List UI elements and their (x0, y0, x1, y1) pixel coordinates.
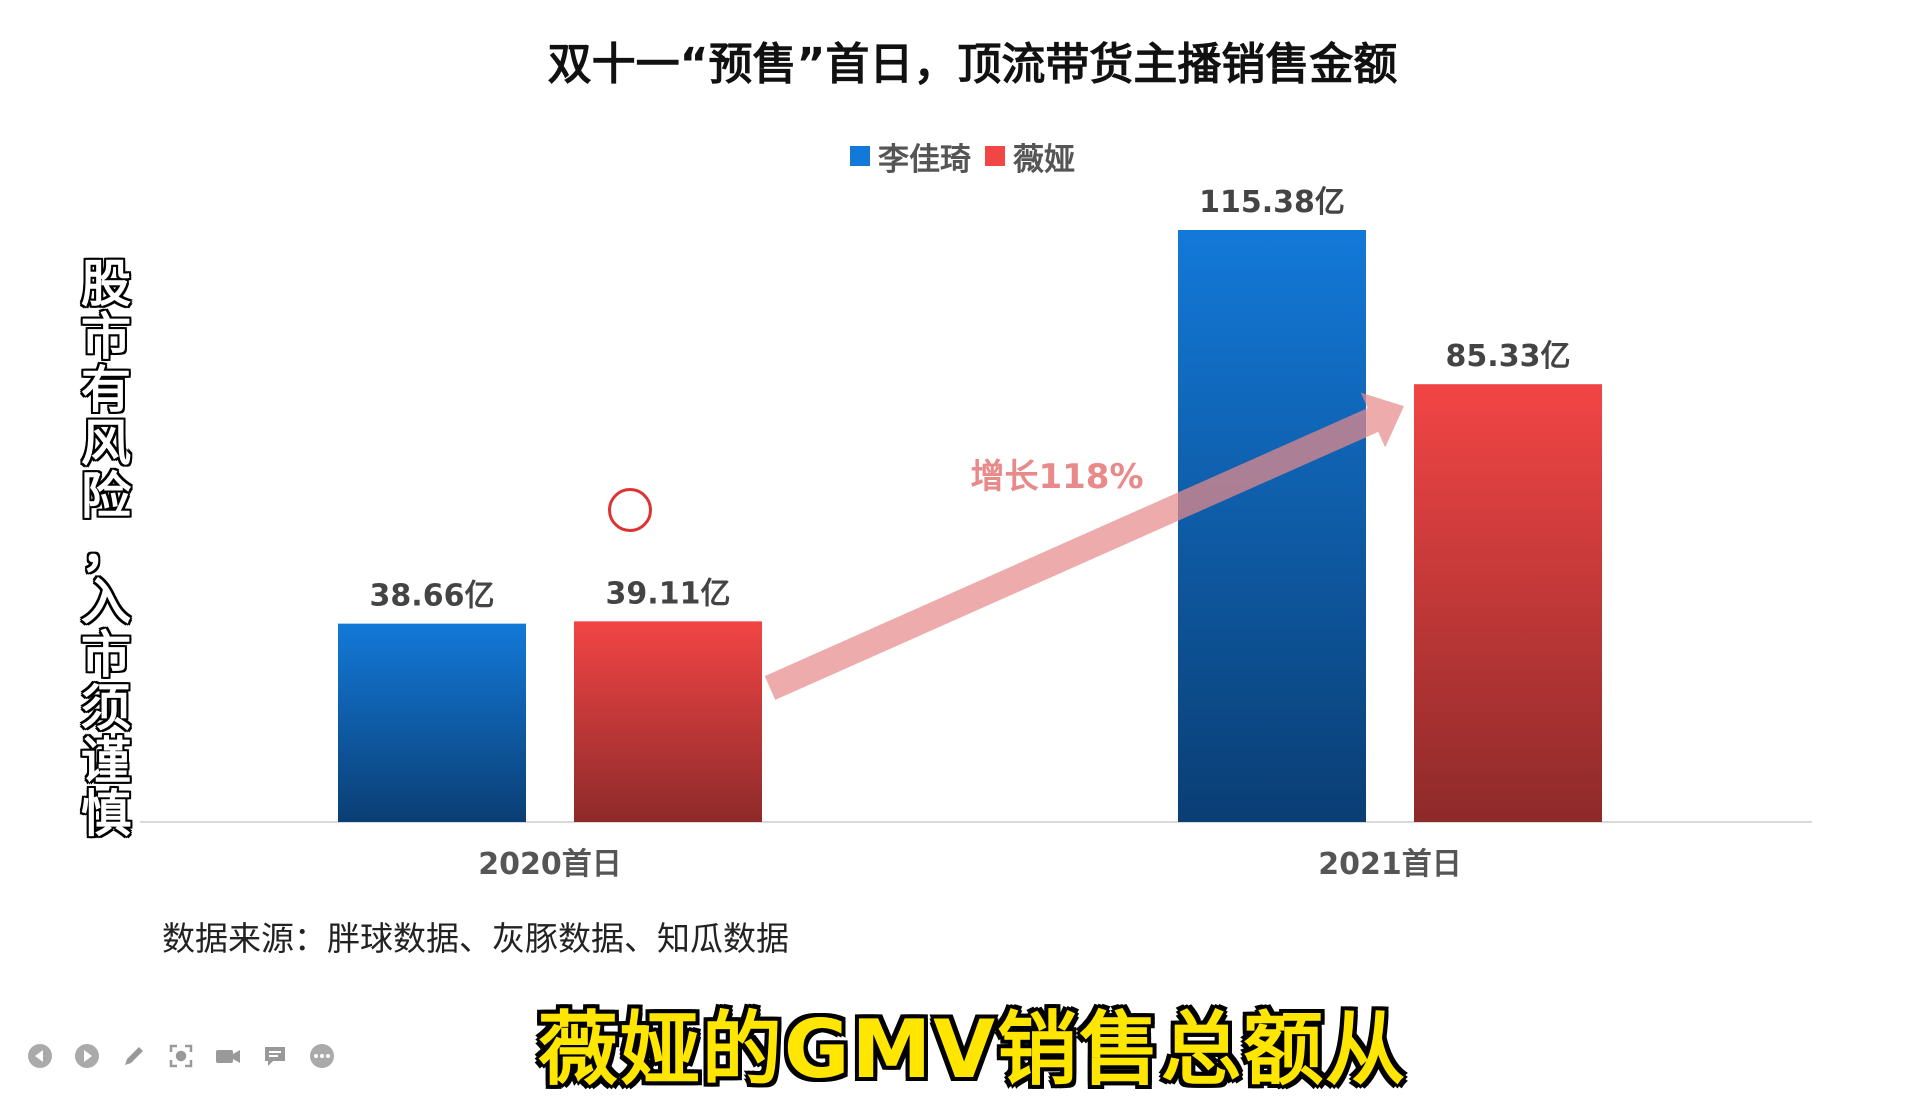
legend: 李佳琦 薇娅 (850, 134, 1075, 179)
bar-blue-0 (338, 623, 526, 822)
legend-item-series-1: 李佳琦 (850, 134, 971, 179)
pen-icon[interactable] (120, 1042, 147, 1069)
data-label: 115.38亿 (1199, 185, 1345, 220)
risk-warning-char: 有 (81, 361, 131, 419)
cursor-highlight (608, 488, 652, 532)
focus-icon[interactable] (167, 1042, 194, 1069)
risk-warning-char: 慎 (81, 785, 131, 843)
risk-warning-char: 谨 (81, 732, 131, 790)
data-source-note: 数据来源：胖球数据、灰豚数据、知瓜数据 (162, 919, 789, 958)
bar-blue-1 (1178, 230, 1366, 822)
risk-warning-vertical-text: 股市有风险，入市须谨慎 (78, 258, 134, 841)
next-icon[interactable] (73, 1042, 100, 1069)
comment-icon[interactable] (261, 1042, 288, 1069)
legend-item-series-2: 薇娅 (985, 134, 1075, 179)
more-icon[interactable] (308, 1042, 335, 1069)
risk-warning-char: ， (81, 520, 131, 578)
growth-arrow-shape (764, 392, 1404, 700)
risk-warning-char: 险 (81, 467, 131, 525)
data-label: 85.33亿 (1446, 339, 1571, 374)
risk-warning-char: 股 (81, 255, 131, 313)
chart-title: 双十一“预售”首日，顶流带货主播销售金额 (547, 39, 1398, 90)
legend-label: 李佳琦 (878, 141, 971, 178)
presentation-toolbar (26, 1042, 335, 1069)
x-tick-label: 2020首日 (478, 847, 622, 882)
risk-warning-char: 市 (81, 626, 131, 684)
risk-warning-char: 入 (81, 573, 131, 631)
growth-arrow (764, 392, 1404, 700)
growth-annotation: 增长118% (970, 457, 1143, 497)
risk-warning-char: 市 (81, 308, 131, 366)
legend-swatch-blue (850, 146, 870, 166)
risk-warning-char: 风 (81, 414, 131, 472)
x-tick-label: 2021首日 (1318, 847, 1462, 882)
prev-icon[interactable] (26, 1042, 53, 1069)
legend-swatch-red (985, 146, 1005, 166)
bar-red-0 (574, 621, 762, 822)
camera-icon[interactable] (214, 1042, 241, 1069)
data-label: 39.11亿 (606, 576, 731, 611)
bar-red-1 (1414, 384, 1602, 822)
risk-warning-char: 须 (81, 679, 131, 737)
legend-label: 薇娅 (1013, 141, 1075, 178)
data-label: 38.66亿 (370, 579, 495, 614)
